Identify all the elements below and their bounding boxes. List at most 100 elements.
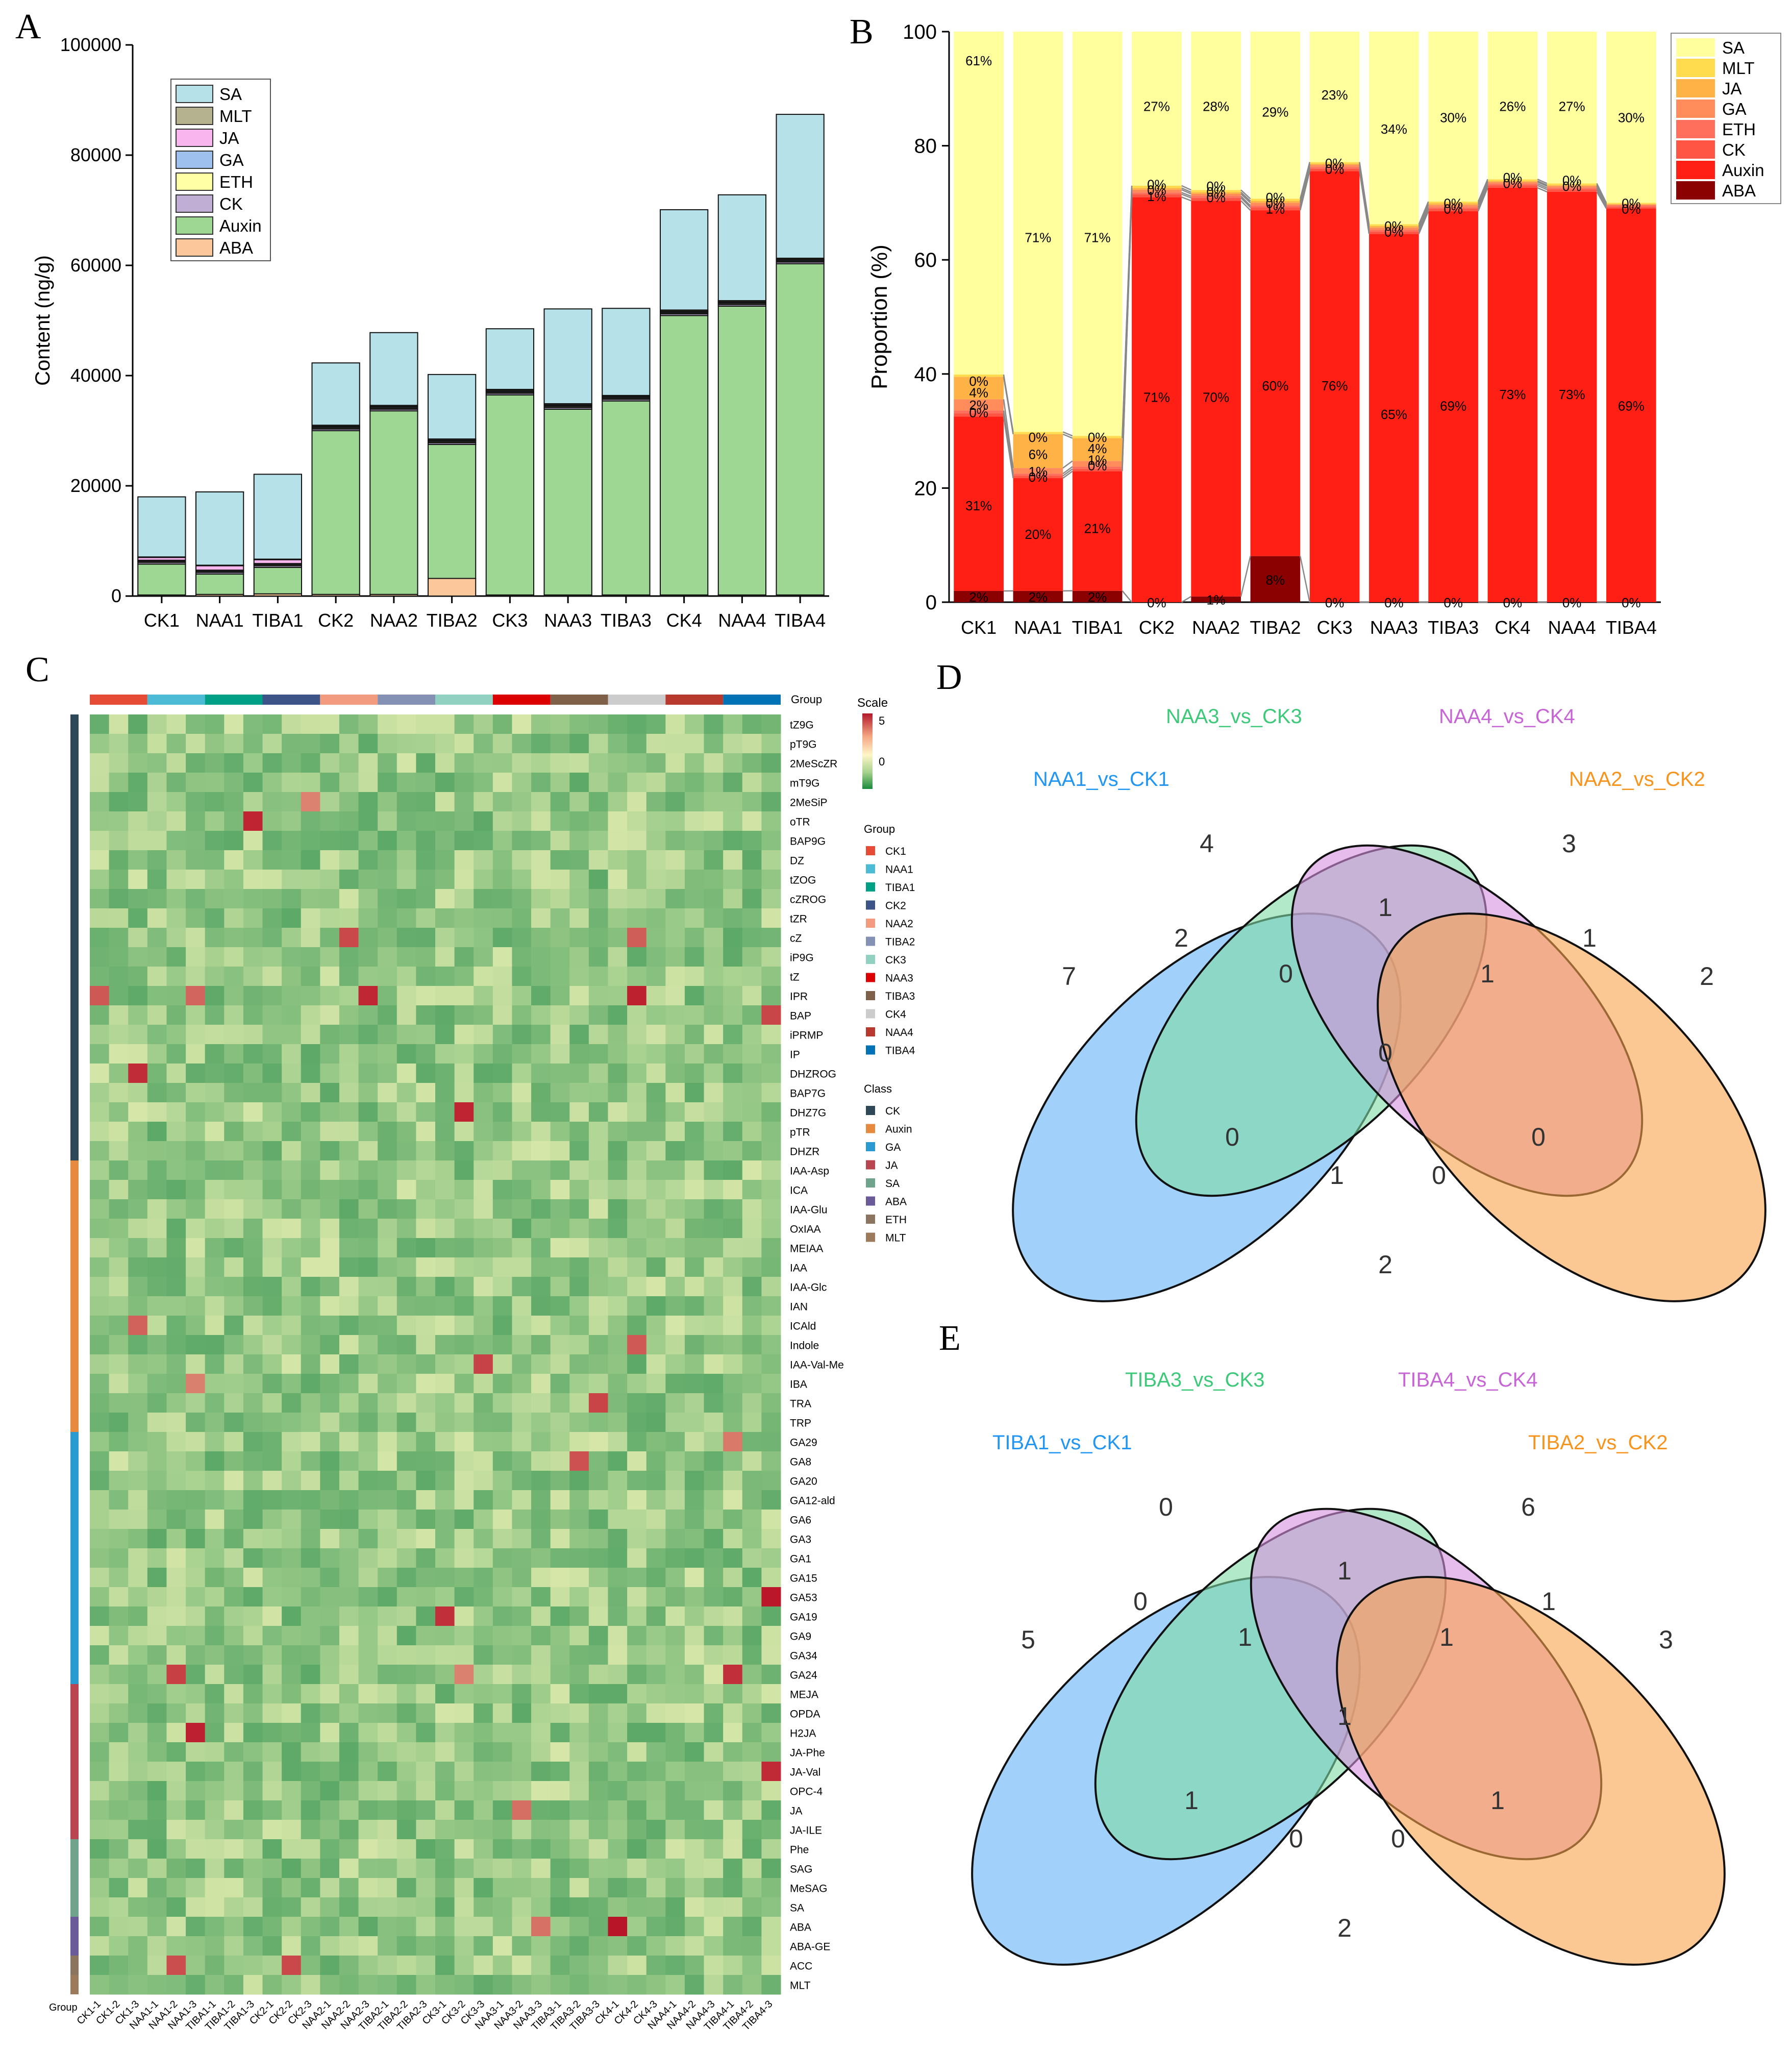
heatmap-cell — [531, 1762, 551, 1782]
heatmap-cell — [147, 1762, 167, 1782]
heatmap-cell — [512, 714, 532, 734]
heatmap-cell — [339, 1141, 359, 1161]
heatmap-cell — [301, 753, 320, 773]
connector-line — [1537, 179, 1548, 184]
heatmap-cell — [128, 1645, 148, 1665]
heatmap-cell — [262, 1762, 282, 1782]
heatmap-cell — [358, 1684, 378, 1704]
heatmap-cell — [531, 1393, 551, 1413]
heatmap-cell — [320, 811, 340, 831]
heatmap-cell — [492, 1548, 512, 1568]
heatmap-cell — [646, 1490, 666, 1510]
legend-swatch-auxin — [1676, 161, 1715, 179]
heatmap-cell — [474, 1878, 493, 1898]
y-tick-label: 0 — [111, 585, 121, 606]
class-legend-label-ck: CK — [885, 1105, 900, 1117]
heatmap-cell — [320, 1510, 340, 1529]
heatmap-cell — [454, 908, 474, 928]
heatmap-cell — [742, 1956, 762, 1975]
heatmap-cell — [761, 1044, 781, 1064]
heatmap-cell — [492, 1374, 512, 1394]
heatmap-cell — [742, 1703, 762, 1723]
heatmap-cell — [90, 1975, 110, 1995]
heatmap-cell — [358, 1025, 378, 1045]
connector-line — [1062, 466, 1073, 475]
heatmap-cell — [416, 714, 436, 734]
heatmap-cell — [262, 1199, 282, 1219]
heatmap-cell — [205, 1781, 225, 1801]
row-label-icald: ICAld — [790, 1320, 816, 1332]
heatmap-cell — [205, 1296, 225, 1316]
heatmap-cell — [166, 850, 186, 870]
heatmap-cell — [378, 870, 397, 889]
heatmap-cell — [339, 1820, 359, 1840]
row-label-h2ja: H2JA — [790, 1727, 816, 1739]
heatmap-cell — [684, 1277, 705, 1297]
connector-line — [1181, 193, 1191, 199]
data-label: 4% — [1088, 441, 1107, 456]
heatmap-cell — [90, 850, 110, 870]
legend-swatch-eth — [176, 172, 213, 191]
row-label-tz9g: tZ9G — [790, 719, 814, 731]
class-legend-label-eth: ETH — [885, 1214, 907, 1226]
heatmap-cell — [396, 870, 416, 889]
heatmap-cell — [128, 967, 148, 986]
heatmap-cell — [512, 1781, 532, 1801]
heatmap-cell — [531, 1548, 551, 1568]
heatmap-cell — [320, 1897, 340, 1917]
heatmap-cell — [646, 889, 666, 909]
data-label: 0% — [1622, 595, 1641, 610]
heatmap-cell — [282, 1510, 302, 1529]
heatmap-cell — [358, 1160, 378, 1180]
heatmap-cell — [627, 1044, 647, 1064]
heatmap-cell — [608, 1451, 628, 1471]
heatmap-cell — [224, 1626, 244, 1646]
heatmap-cell — [147, 928, 167, 948]
heatmap-cell — [531, 1897, 551, 1917]
heatmap-cell — [742, 1626, 762, 1646]
heatmap-cell — [90, 1296, 110, 1316]
heatmap-cell — [627, 1529, 647, 1549]
heatmap-cell — [243, 1606, 263, 1626]
heatmap-cell — [435, 1141, 455, 1161]
heatmap-cell — [704, 947, 724, 967]
heatmap-cell — [224, 1005, 244, 1025]
x-tick-label: TIBA3 — [1428, 617, 1479, 638]
heatmap-cell — [608, 1839, 628, 1859]
heatmap-cell — [205, 1800, 225, 1820]
row-label-ga8: GA8 — [790, 1456, 811, 1468]
heatmap-cell — [704, 1335, 724, 1355]
heatmap-cell — [435, 734, 455, 754]
heatmap-cell — [608, 1432, 628, 1452]
heatmap-cell — [358, 1606, 378, 1626]
heatmap-cell — [90, 947, 110, 967]
heatmap-cell — [282, 753, 302, 773]
heatmap-cell — [262, 1316, 282, 1336]
heatmap-cell — [378, 928, 397, 948]
row-label-ga3: GA3 — [790, 1534, 811, 1545]
bar-naa1-mlt — [1013, 432, 1063, 434]
heatmap-cell — [492, 1626, 512, 1646]
heatmap-cell — [378, 1956, 397, 1975]
heatmap-cell — [320, 889, 340, 909]
heatmap-cell — [608, 1238, 628, 1258]
heatmap-cell — [646, 1005, 666, 1025]
legend-label-eth: ETH — [1722, 120, 1756, 139]
heatmap-cell — [665, 1277, 685, 1297]
heatmap-cell — [531, 1820, 551, 1840]
heatmap-cell — [396, 1800, 416, 1820]
heatmap-cell — [646, 1956, 666, 1975]
row-label-indole: Indole — [790, 1340, 819, 1351]
heatmap-cell — [205, 1083, 225, 1103]
heatmap-cell — [665, 1742, 685, 1762]
heatmap-cell — [646, 1219, 666, 1239]
heatmap-cell — [588, 1587, 608, 1607]
heatmap-cell — [224, 1025, 244, 1045]
heatmap-cell — [128, 908, 148, 928]
group-legend-title: Group — [864, 823, 895, 835]
heatmap-cell — [761, 1160, 781, 1180]
heatmap-cell — [492, 1180, 512, 1200]
heatmap-cell — [665, 1122, 685, 1142]
heatmap-cell — [550, 928, 570, 948]
heatmap-cell — [665, 1413, 685, 1432]
